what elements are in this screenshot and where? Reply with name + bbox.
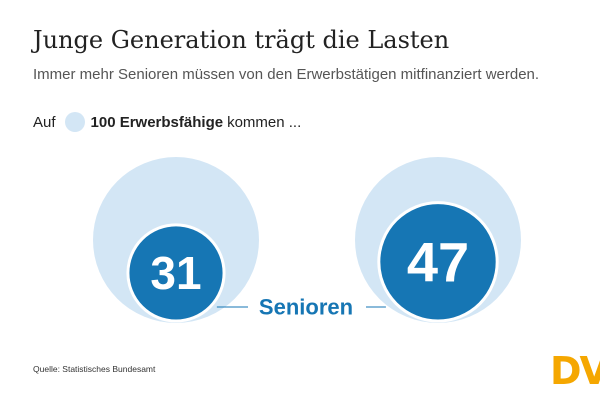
value-label-2040: 47 [407, 230, 469, 293]
value-circle-2040 [377, 201, 499, 323]
chart-title: Junge Generation trägt die Lasten [33, 26, 450, 54]
legend-circle-swatch [64, 112, 85, 132]
chart-subtitle: Immer mehr Senioren müssen von den Erwer… [33, 66, 540, 83]
legend-suffix: kommen ... [227, 113, 302, 131]
series-label: Senioren [259, 295, 353, 320]
legend-reference-label: 100 Erwerbsfähige [90, 113, 224, 131]
legend: Auf 100 Erwerbsfähige kommen ... [33, 111, 301, 133]
source-note: Quelle: Statistisches Bundesamt [33, 364, 156, 374]
dv-logo: DV [550, 349, 600, 393]
value-label-2020: 31 [150, 247, 201, 299]
value-circle-2020 [126, 223, 226, 323]
legend-prefix: Auf [33, 113, 56, 131]
